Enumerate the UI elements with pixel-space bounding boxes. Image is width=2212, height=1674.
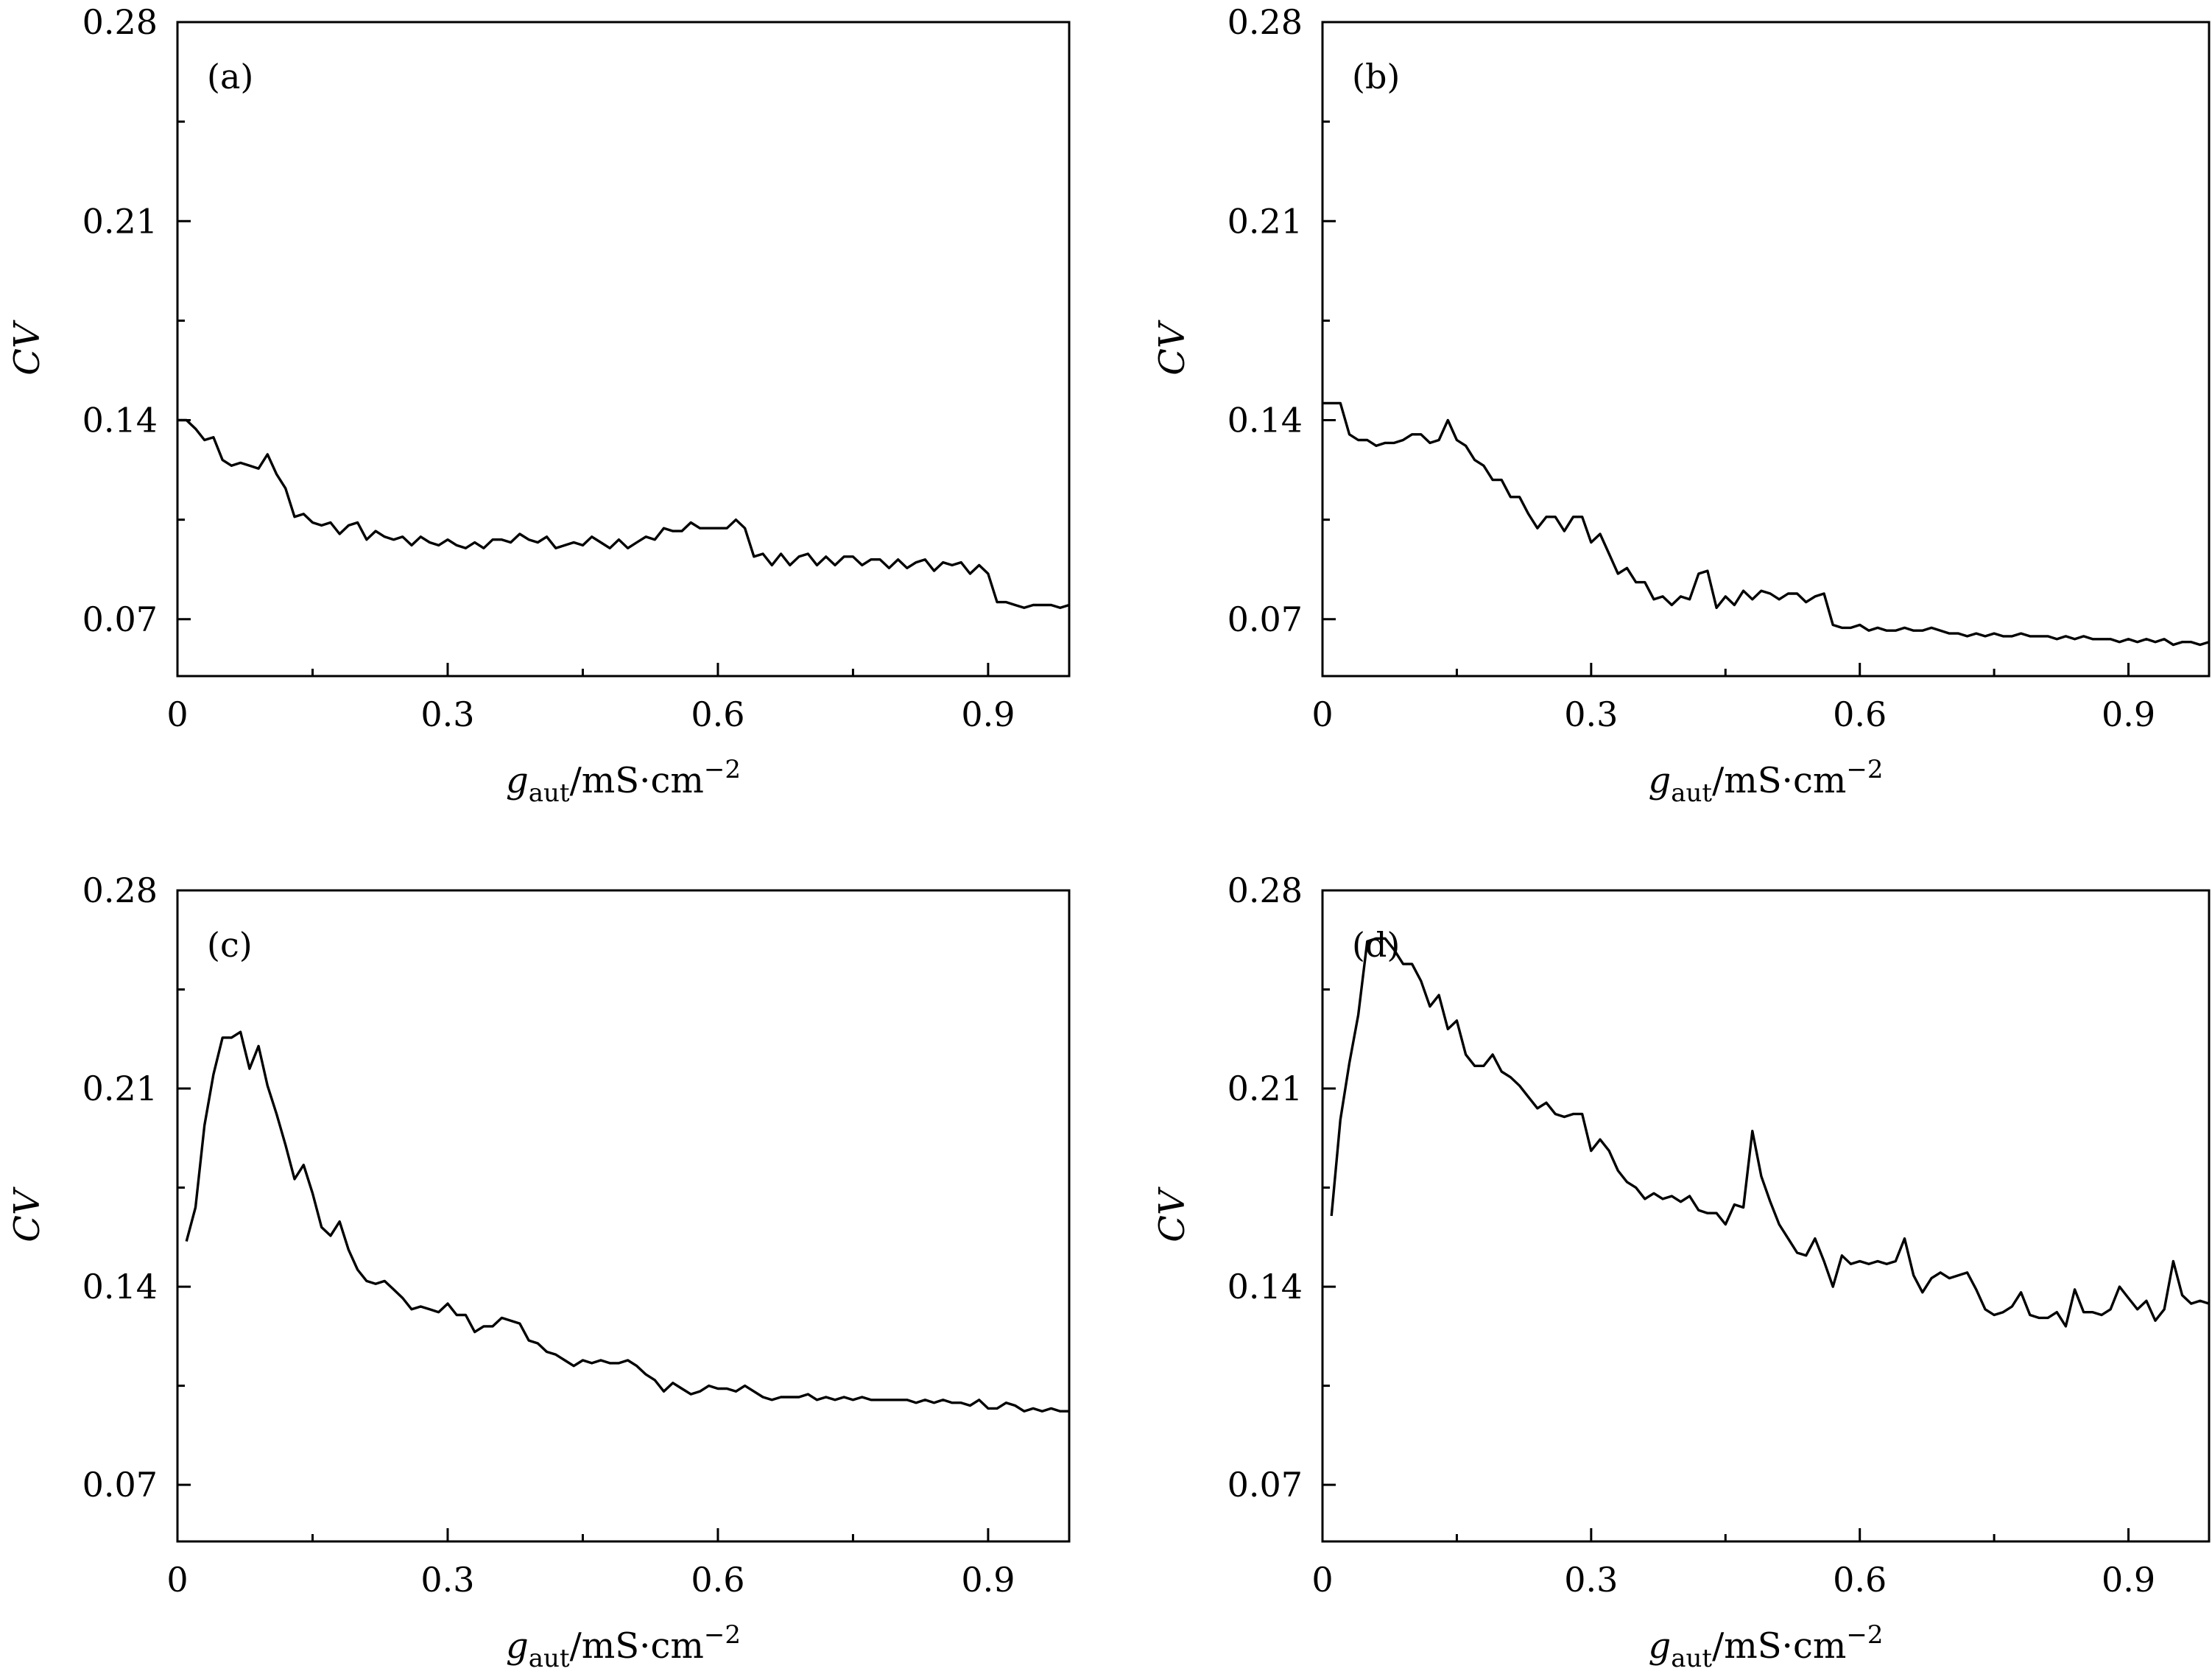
x-title-superscript: −2 xyxy=(1846,755,1883,784)
x-title-unit: /mS·cm xyxy=(570,760,704,801)
x-title-superscript: −2 xyxy=(704,755,741,784)
series-line xyxy=(1322,401,2210,647)
x-title-unit: /mS·cm xyxy=(1712,760,1846,801)
x-tick-label: 0.3 xyxy=(420,694,474,734)
panel-d: 0 0.3 0.6 0.9 0.07 0.14 0.21 0.28 (d) CV gaut/mS·c… xyxy=(1152,871,2211,1673)
y-tick-label: 0.07 xyxy=(82,1465,158,1505)
x-title-unit: /mS·cm xyxy=(1712,1625,1846,1667)
panel-label: (c) xyxy=(207,925,253,965)
y-tick-label: 0.21 xyxy=(1227,1069,1303,1108)
x-title-unit: /mS·cm xyxy=(570,1625,704,1667)
x-title-superscript: −2 xyxy=(1846,1620,1883,1650)
x-axis-title: gaut/mS·cm−2 xyxy=(1649,1620,1884,1673)
x-title-subscript: aut xyxy=(529,778,570,808)
plot-frame xyxy=(1321,21,2211,678)
y-axis-title: CV xyxy=(1152,320,1193,376)
x-axis-title: gaut/mS·cm−2 xyxy=(506,755,741,808)
y-tick-label: 0.21 xyxy=(1227,201,1303,241)
x-tick-label: 0.3 xyxy=(1564,1560,1618,1600)
x-tick-label: 0.6 xyxy=(691,1560,744,1600)
y-tick-label: 0.14 xyxy=(82,401,158,440)
plot-frame xyxy=(1321,889,2211,1543)
x-title-symbol: g xyxy=(1649,760,1672,801)
y-tick-label: 0.28 xyxy=(82,2,158,42)
y-tick-label: 0.07 xyxy=(1227,599,1303,639)
x-tick-label: 0.6 xyxy=(691,694,744,734)
x-title-subscript: aut xyxy=(1671,1644,1712,1673)
series-line xyxy=(177,418,1070,609)
y-axis-title: CV xyxy=(1152,1186,1193,1242)
panel-label: (b) xyxy=(1352,57,1400,96)
x-tick-label: 0.3 xyxy=(1564,694,1618,734)
x-title-symbol: g xyxy=(1649,1625,1672,1667)
x-tick-label: 0.9 xyxy=(961,694,1015,734)
x-tick-label: 0 xyxy=(1311,694,1333,734)
x-title-subscript: aut xyxy=(1671,778,1712,808)
x-tick-label: 0.9 xyxy=(2102,694,2155,734)
panel-label: (d) xyxy=(1352,925,1400,965)
y-tick-label: 0.21 xyxy=(82,201,158,241)
y-tick-label: 0.14 xyxy=(82,1267,158,1307)
x-axis-title: gaut/mS·cm−2 xyxy=(506,1620,741,1673)
y-tick-label: 0.14 xyxy=(1227,1267,1303,1307)
x-tick-label: 0 xyxy=(166,694,188,734)
plot-frame xyxy=(176,21,1071,678)
x-title-subscript: aut xyxy=(529,1644,570,1673)
y-axis-title: CV xyxy=(7,1186,48,1242)
plot-frame xyxy=(176,889,1071,1543)
y-tick-label: 0.14 xyxy=(1227,401,1303,440)
y-tick-label: 0.28 xyxy=(1227,2,1303,42)
x-title-symbol: g xyxy=(506,760,529,801)
y-tick-label: 0.28 xyxy=(1227,871,1303,910)
x-title-symbol: g xyxy=(506,1625,529,1667)
x-tick-label: 0.6 xyxy=(1833,694,1887,734)
panel-c: 0 0.3 0.6 0.9 0.07 0.14 0.21 0.28 (c) CV gaut/mS·c… xyxy=(7,871,1071,1673)
series-line xyxy=(1330,937,2210,1328)
panel-a: 0 0.3 0.6 0.9 0.07 0.14 0.21 0.28 (a) CV gaut/mS·c… xyxy=(7,2,1071,808)
y-axis-title: CV xyxy=(7,320,48,376)
y-tick-label: 0.07 xyxy=(1227,1465,1303,1505)
x-axis-title: gaut/mS·cm−2 xyxy=(1649,755,1884,808)
y-tick-label: 0.21 xyxy=(82,1069,158,1108)
panel-label: (a) xyxy=(207,57,253,96)
y-tick-label: 0.28 xyxy=(82,871,158,910)
x-tick-label: 0 xyxy=(1311,1560,1333,1600)
x-title-superscript: −2 xyxy=(704,1620,741,1650)
x-tick-label: 0.9 xyxy=(2102,1560,2155,1600)
x-tick-label: 0.6 xyxy=(1833,1560,1887,1600)
x-tick-label: 0.3 xyxy=(420,1560,474,1600)
series-line xyxy=(185,1030,1069,1413)
x-tick-label: 0.9 xyxy=(961,1560,1015,1600)
y-tick-label: 0.07 xyxy=(82,599,158,639)
panel-b: 0 0.3 0.6 0.9 0.07 0.14 0.21 0.28 (b) CV gaut/mS·c… xyxy=(1152,2,2211,808)
x-tick-label: 0 xyxy=(166,1560,188,1600)
